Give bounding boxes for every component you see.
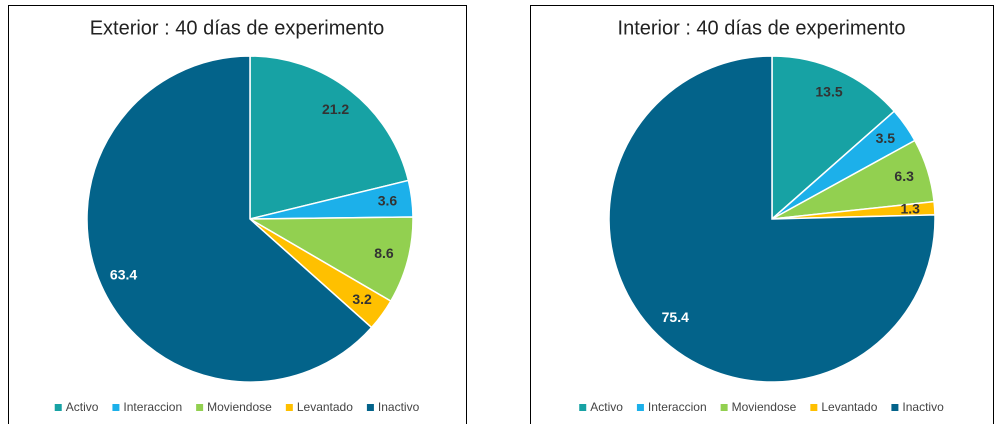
legend: Activo Interaccion Moviendose Levantado Inac… — [579, 400, 944, 414]
value-label: 1.3 — [901, 201, 921, 217]
legend: Activo Interaccion Moviendose Levantado Inac… — [54, 400, 420, 414]
value-label: 13.5 — [815, 83, 842, 99]
legend-swatch — [891, 404, 899, 411]
value-label: 8.6 — [374, 245, 394, 261]
legend-label: Levantado — [821, 400, 877, 414]
pie-slice — [771, 55, 896, 221]
legend-swatch — [54, 404, 62, 411]
legend-swatch — [285, 404, 293, 411]
value-label: 6.3 — [894, 168, 914, 184]
chart-title: Interior : 40 días de experimento — [618, 17, 906, 39]
legend-swatch — [366, 404, 374, 411]
legend-label: Activo — [590, 400, 623, 414]
legend-label: Interaccion — [123, 400, 182, 414]
value-label: 21.2 — [322, 101, 349, 117]
legend-swatch — [636, 404, 644, 411]
legend-label: Activo — [66, 400, 99, 414]
value-label: 3.6 — [378, 192, 398, 208]
chart-title: Exterior : 40 días de experimento — [90, 17, 385, 39]
legend-swatch — [579, 404, 587, 411]
pie-slice — [608, 55, 936, 383]
value-label: 3.5 — [876, 130, 896, 146]
legend-swatch — [112, 404, 120, 411]
value-label: 63.4 — [110, 266, 137, 282]
legend-label: Inactivo — [378, 400, 420, 414]
legend-label: Levantado — [297, 400, 353, 414]
pie-slice — [249, 55, 410, 220]
pie-slice — [86, 55, 373, 383]
legend-label: Inactivo — [902, 400, 944, 414]
value-label: 3.2 — [352, 291, 372, 307]
legend-label: Moviendose — [207, 400, 272, 414]
panel-border — [8, 5, 467, 424]
legend-swatch — [196, 404, 204, 411]
legend-label: Moviendose — [732, 400, 797, 414]
panel-border — [530, 5, 994, 424]
legend-label: Interaccion — [648, 400, 707, 414]
value-label: 75.4 — [662, 309, 689, 325]
legend-swatch — [810, 404, 818, 411]
legend-swatch — [720, 404, 728, 411]
pie-slice — [247, 216, 414, 303]
